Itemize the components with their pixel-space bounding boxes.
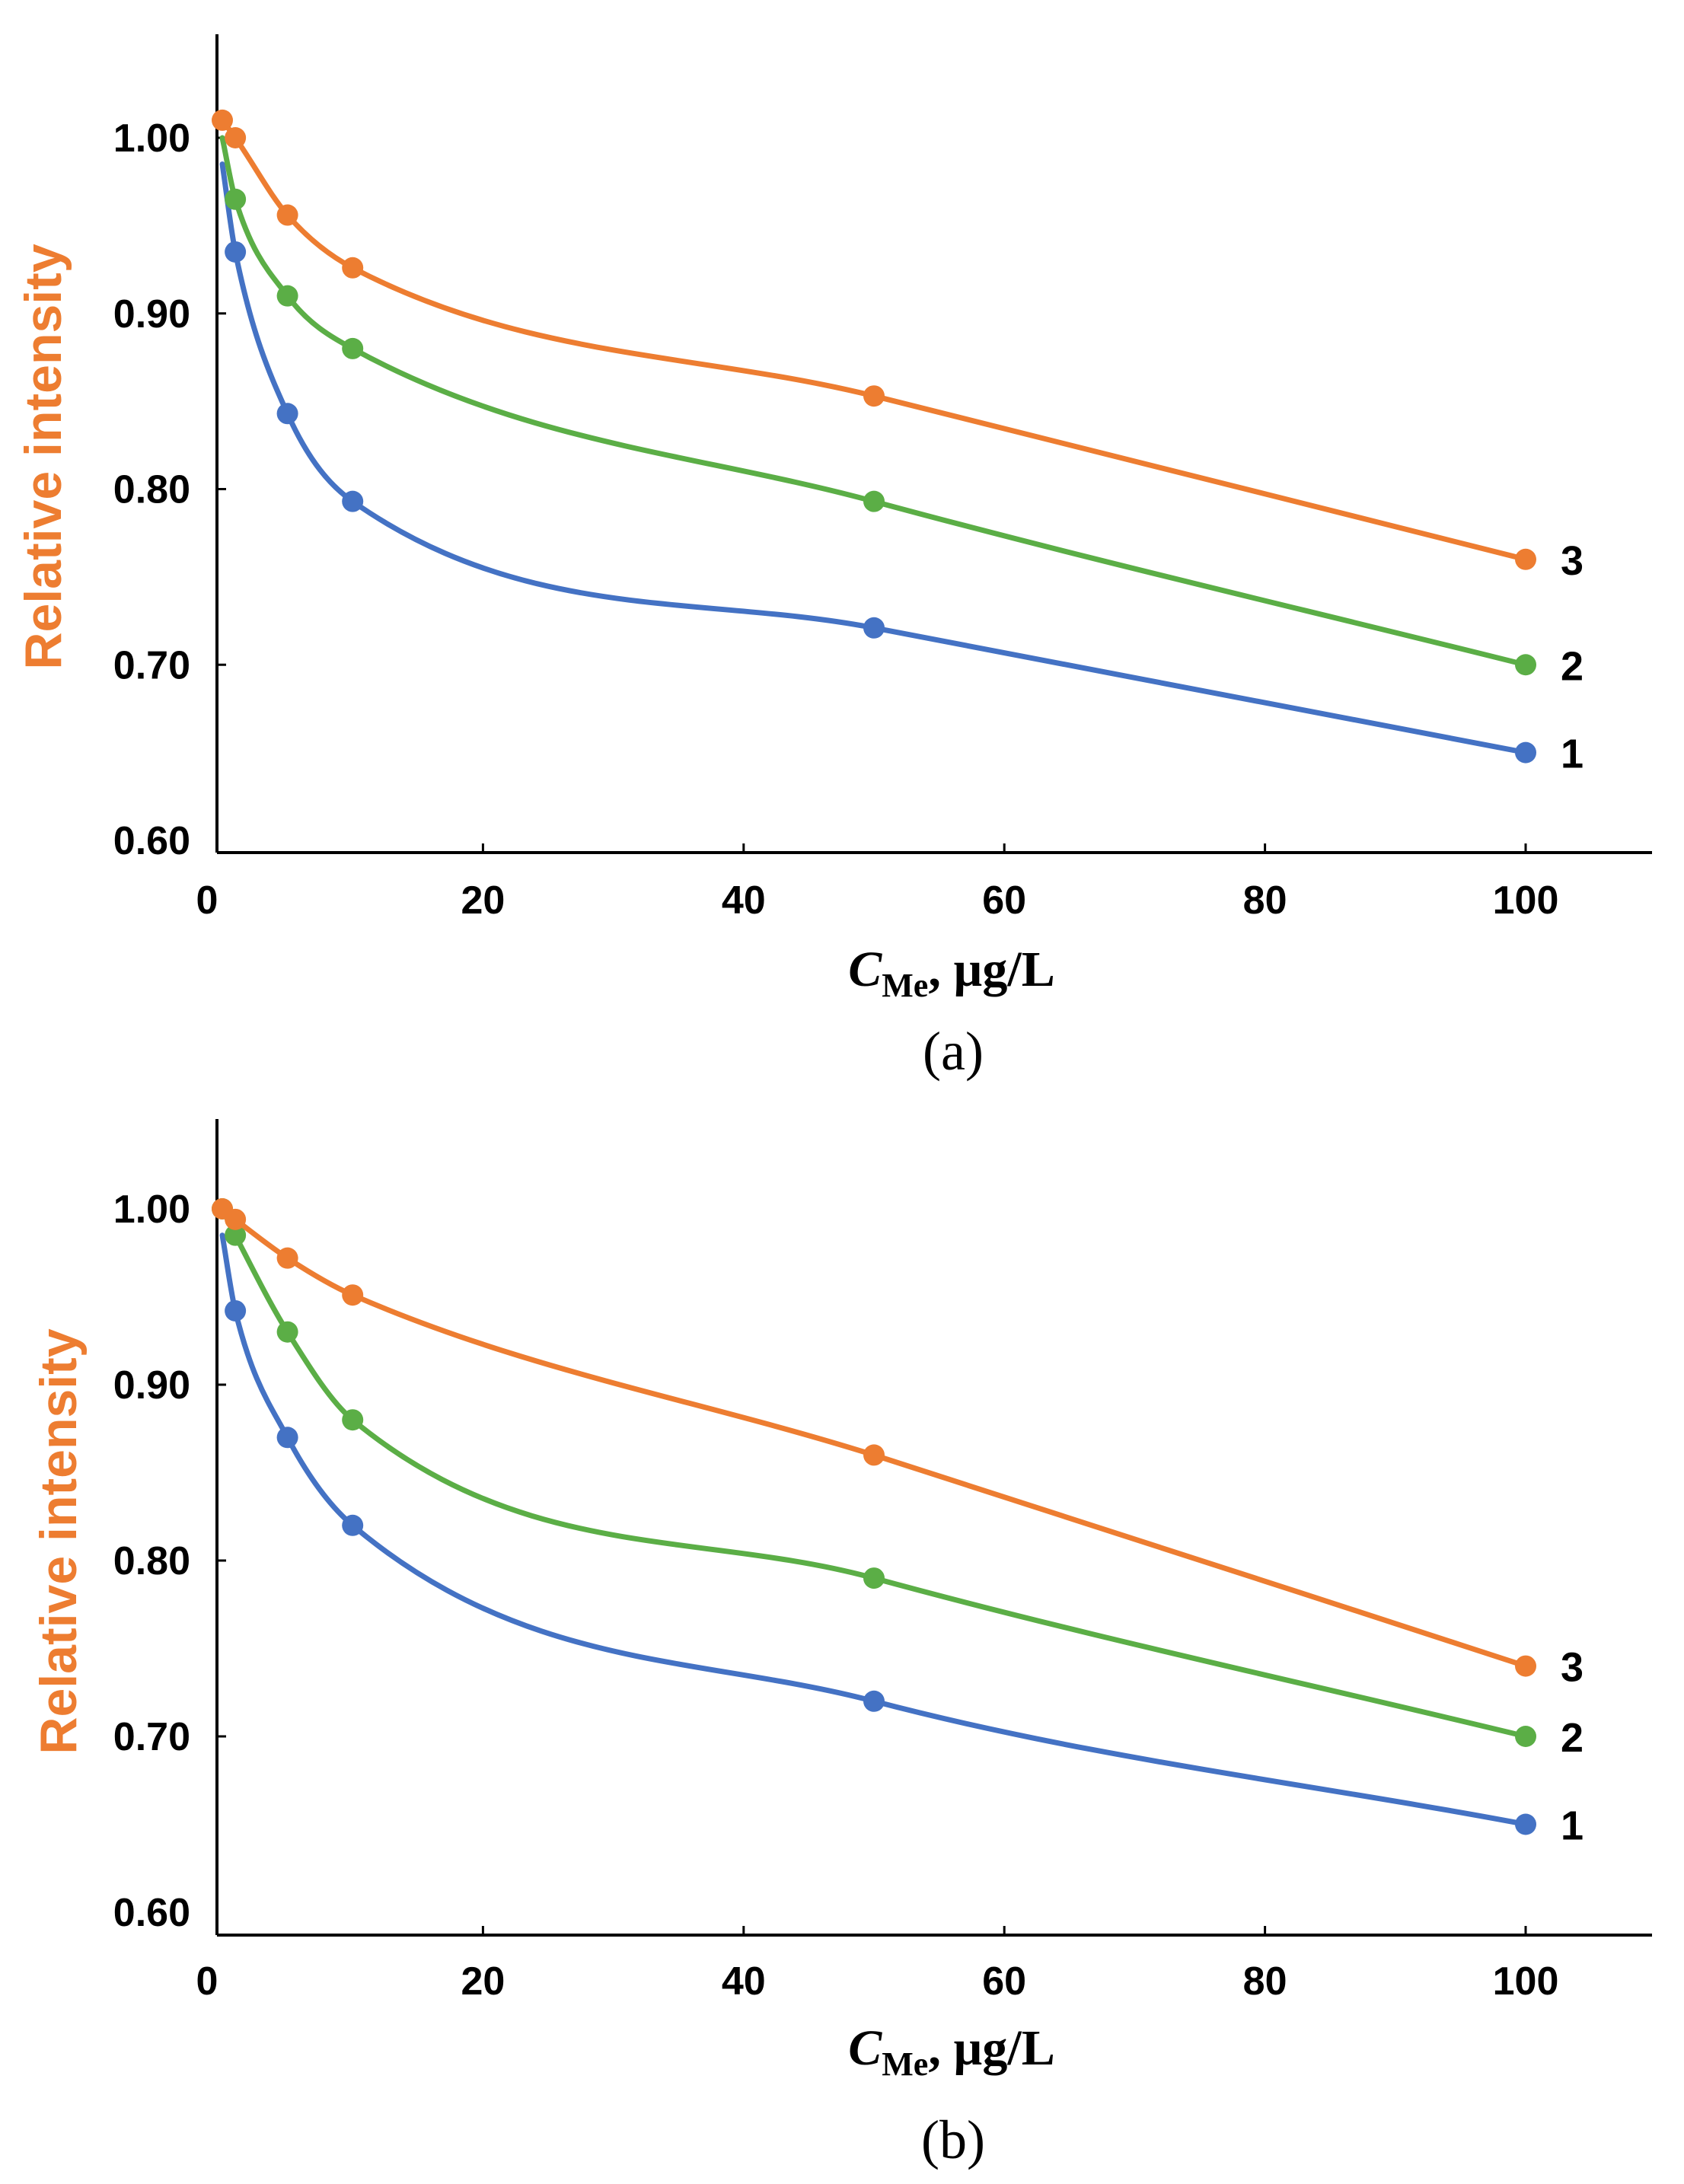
series-line-1 [219, 1232, 1529, 1827]
x-tick-label: 40 [722, 1959, 766, 2004]
series-2-point [863, 490, 885, 512]
y-tick-label: 0.80 [113, 468, 190, 512]
x-axis-title: CMe, µg/L [848, 2020, 1054, 2083]
series-2-point [342, 1409, 364, 1431]
x-tick-label: 80 [1243, 878, 1287, 923]
series-1-point [276, 403, 298, 425]
x-axis-title-unit: , µg/L [928, 942, 1054, 997]
y-tick-label: 0.90 [113, 1363, 190, 1408]
chart-panel-b: Relative intensity 0 20 40 60 80 1000.600.700… [30, 1119, 1652, 2170]
x-axis-title: CMe, µg/L [848, 942, 1054, 1004]
x-tick-label: 80 [1243, 1959, 1287, 2004]
series-3-point [863, 1444, 885, 1466]
series-2-point [863, 1567, 885, 1589]
series-line-3 [219, 1206, 1529, 1669]
chart-b-marks: 0 20 40 60 80 100 0.60 0.70 0.80 0.90 1.00 1 2 3 [113, 1119, 1652, 2004]
y-tick-label: 0.90 [113, 292, 190, 336]
y-tick-label: 0.80 [113, 1539, 190, 1583]
series-line-1 [219, 161, 1529, 756]
x-tick-label: 100 [1493, 1959, 1559, 2004]
series-1-point [863, 1690, 885, 1712]
series-3-point [212, 109, 233, 131]
series-3-point [342, 1284, 364, 1306]
x-axis-title-subscript: Me [882, 967, 928, 1004]
panel-label-b: (b) [921, 2109, 985, 2170]
series-1-point [276, 1427, 298, 1449]
x-tick-label: 40 [722, 878, 766, 923]
series-2-point [276, 285, 298, 307]
chart-a-marks: 0 20 40 60 80 100 0.60 0.70 0.80 0.90 1.00 1 2 3 [113, 34, 1652, 923]
series-2-point [1515, 654, 1536, 676]
x-tick-label: 60 [982, 1959, 1026, 2004]
x-tick-label: 100 [1493, 878, 1559, 923]
series-2-point [342, 337, 364, 359]
series-line-3 [219, 117, 1529, 563]
y-tick-label: 0.70 [113, 1715, 190, 1759]
x-tick-label: 60 [982, 878, 1026, 923]
series-1-point [225, 1299, 247, 1322]
x-axis-title-subscript: Me [882, 2045, 928, 2083]
series-1-point [1515, 1813, 1536, 1835]
series-3-point [1515, 1655, 1536, 1677]
series-1-point [863, 617, 885, 639]
x-axis-title-unit: , µg/L [928, 2020, 1054, 2076]
series-2-point [1515, 1726, 1536, 1747]
series-1-point [1515, 741, 1536, 764]
x-tick-label: 0 [196, 878, 218, 923]
chart-panel-a: Relative intensity 0 20 40 60 80 1000.600.700… [14, 34, 1652, 1082]
x-tick-label: 0 [196, 1959, 218, 2004]
series-3-point [1515, 548, 1536, 570]
series-3-point [863, 385, 885, 407]
series-3-point [342, 257, 364, 279]
series-2-point [225, 188, 247, 210]
series-1-point [225, 241, 247, 263]
y-axis-title: Relative intensity [30, 1328, 88, 1754]
series-label-3: 3 [1561, 538, 1584, 584]
series-3-point [276, 204, 298, 226]
series-1-point [342, 490, 364, 512]
series-3-point [276, 1247, 298, 1269]
y-tick-label: 0.70 [113, 643, 190, 687]
series-2-point [276, 1321, 298, 1343]
series-line-2 [219, 135, 1529, 668]
y-tick-label: 1.00 [113, 1188, 190, 1232]
y-tick-label: 0.60 [113, 819, 190, 863]
x-tick-label: 20 [461, 1959, 505, 2004]
series-2-point [225, 1224, 247, 1246]
x-tick-label: 20 [461, 878, 505, 923]
series-label-1: 1 [1561, 732, 1584, 777]
y-axis-title: Relative intensity [14, 244, 72, 669]
series-label-2: 2 [1561, 643, 1584, 689]
series-label-3: 3 [1561, 1645, 1584, 1691]
series-label-2: 2 [1561, 1715, 1584, 1761]
y-tick-label: 1.00 [113, 116, 190, 161]
series-3-point [225, 1208, 247, 1230]
series-1-point [342, 1514, 364, 1536]
x-axis-title-symbol: C [848, 2020, 882, 2076]
series-label-1: 1 [1561, 1803, 1584, 1849]
y-tick-label: 0.60 [113, 1891, 190, 1935]
x-axis-title-symbol: C [848, 942, 882, 997]
panel-label-a: (a) [923, 1021, 984, 1082]
series-3-point [225, 127, 247, 148]
series-line-2 [219, 1206, 1529, 1739]
